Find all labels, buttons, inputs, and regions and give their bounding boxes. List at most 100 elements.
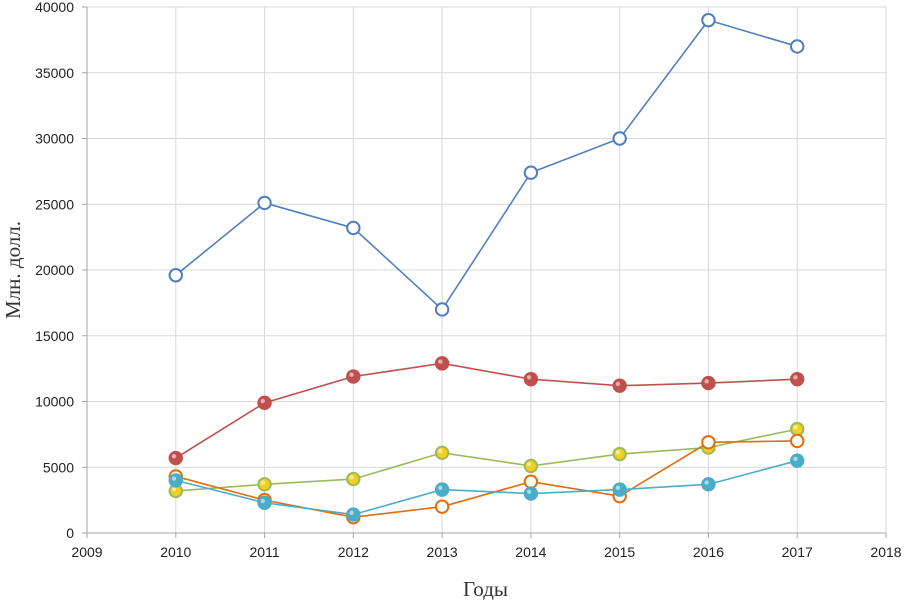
y-tick-label: 30000 xyxy=(35,131,74,147)
axes xyxy=(82,6,887,538)
series-line xyxy=(175,19,798,311)
series-group xyxy=(168,12,805,525)
data-point-highlight xyxy=(349,223,354,229)
x-tick-label: 2014 xyxy=(515,544,546,560)
data-point-highlight xyxy=(526,461,532,467)
series-line xyxy=(175,440,798,519)
data-point xyxy=(168,450,183,466)
series-3 xyxy=(168,421,805,499)
data-point xyxy=(790,453,805,468)
series-2 xyxy=(168,356,805,466)
y-tick-label: 20000 xyxy=(35,262,74,278)
data-point xyxy=(790,433,805,449)
data-point xyxy=(790,371,805,387)
data-point-highlight xyxy=(704,438,709,443)
data-point xyxy=(257,495,272,510)
data-point xyxy=(257,395,272,411)
data-point-highlight xyxy=(793,456,798,462)
data-point xyxy=(168,268,183,283)
data-point-highlight xyxy=(704,480,709,485)
data-point xyxy=(434,499,450,514)
data-point xyxy=(523,371,539,387)
data-point-highlight xyxy=(526,477,532,483)
series-5 xyxy=(168,453,805,522)
data-point xyxy=(523,474,539,489)
data-point-highlight xyxy=(349,510,354,515)
y-tick-label: 10000 xyxy=(35,394,74,410)
y-tick-label: 0 xyxy=(66,525,74,541)
data-point-highlight xyxy=(793,425,798,430)
data-point xyxy=(346,471,361,487)
data-point xyxy=(434,302,450,317)
data-point-highlight xyxy=(438,485,443,491)
data-point-highlight xyxy=(171,486,177,492)
data-point xyxy=(612,446,627,462)
y-axis-title: Млн. долл. xyxy=(1,221,25,319)
data-point xyxy=(346,369,361,384)
data-point xyxy=(523,486,539,501)
data-point-highlight xyxy=(260,398,265,404)
data-point-highlight xyxy=(171,454,177,459)
data-point xyxy=(523,165,539,180)
data-point xyxy=(790,421,805,437)
data-point-highlight xyxy=(438,305,443,310)
data-point xyxy=(701,477,716,492)
series-line xyxy=(175,428,798,492)
data-point-highlight xyxy=(438,359,443,364)
data-point-highlight xyxy=(526,489,532,494)
data-point xyxy=(612,131,627,146)
y-tick-label: 15000 xyxy=(35,328,74,344)
data-point-highlight xyxy=(171,476,177,481)
data-point xyxy=(168,473,183,488)
data-point-highlight xyxy=(704,379,709,384)
series-1 xyxy=(168,12,805,317)
y-tick-label: 35000 xyxy=(35,65,74,81)
series-line xyxy=(175,362,798,459)
x-tick-label: 2013 xyxy=(427,544,458,560)
x-tick-label: 2012 xyxy=(338,544,369,560)
x-tick-label: 2009 xyxy=(71,544,102,560)
data-point-highlight xyxy=(260,198,265,204)
data-point xyxy=(790,39,805,54)
data-point-highlight xyxy=(438,502,443,508)
series-line xyxy=(175,459,798,516)
data-point-highlight xyxy=(615,450,621,455)
data-point-highlight xyxy=(793,42,798,47)
data-point xyxy=(612,482,627,497)
x-tick-label: 2011 xyxy=(250,544,280,560)
grid xyxy=(87,6,887,533)
x-tick-label: 2017 xyxy=(782,544,813,560)
data-point xyxy=(257,195,272,211)
data-point xyxy=(346,220,361,236)
data-point-highlight xyxy=(260,498,265,504)
data-point-highlight xyxy=(704,16,709,21)
y-tick-label: 5000 xyxy=(43,459,74,475)
data-point xyxy=(523,458,539,474)
data-point xyxy=(701,375,716,391)
tick-labels: 2009 2010 2011 2012 2013 2014 2015 2016 2017 2018… xyxy=(35,0,902,560)
data-point-highlight xyxy=(615,134,621,139)
data-point-highlight xyxy=(615,381,621,387)
data-point-highlight xyxy=(438,448,443,454)
data-point xyxy=(701,435,716,450)
data-point xyxy=(434,445,450,460)
data-point-highlight xyxy=(615,485,621,491)
data-point-highlight xyxy=(260,480,265,485)
x-axis-title: Годы xyxy=(463,577,508,601)
data-point xyxy=(346,507,361,522)
x-tick-label: 2018 xyxy=(870,544,901,560)
data-point-highlight xyxy=(171,271,177,276)
x-tick-label: 2016 xyxy=(693,544,724,560)
x-tick-label: 2010 xyxy=(160,544,191,560)
data-point xyxy=(434,356,450,371)
data-point-highlight xyxy=(793,436,798,442)
y-tick-label: 25000 xyxy=(35,196,74,212)
x-tick-label: 2015 xyxy=(604,544,635,560)
data-point-highlight xyxy=(526,168,532,174)
data-point-highlight xyxy=(349,372,354,377)
data-point-highlight xyxy=(349,475,354,480)
data-point xyxy=(434,482,450,497)
data-point xyxy=(612,378,627,393)
data-point-highlight xyxy=(526,375,532,380)
